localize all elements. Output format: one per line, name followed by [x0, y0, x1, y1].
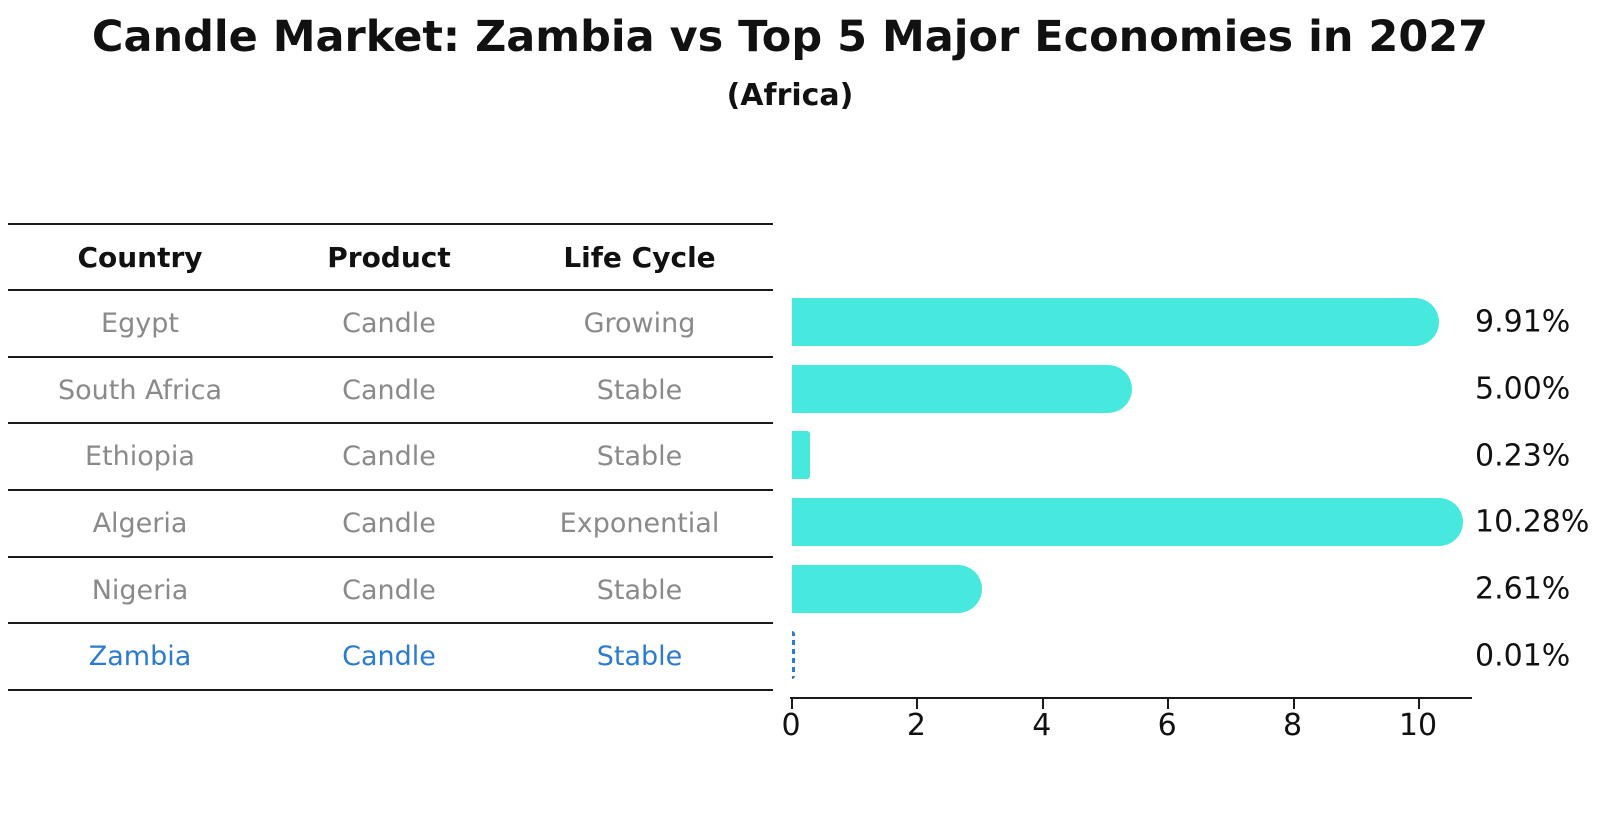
- bar: [792, 564, 982, 613]
- table-cell: Egypt: [101, 307, 179, 339]
- bar-value-label: 0.23%: [1475, 438, 1571, 474]
- x-axis-tick-label: 2: [906, 708, 926, 743]
- table-row: South Africa Candle Stable: [8, 358, 773, 425]
- highlighted-bar: [792, 631, 795, 680]
- table-cell: Stable: [596, 441, 683, 473]
- table-cell: Stable: [596, 374, 683, 406]
- table-cell: Nigeria: [91, 574, 189, 606]
- table-cell: Candle: [342, 307, 436, 339]
- x-axis-tick-label: 4: [1032, 708, 1052, 743]
- country-table: Country Product Life Cycle Egypt Candle Growi…: [8, 223, 773, 692]
- x-axis-tick-label: 6: [1157, 708, 1177, 743]
- x-axis-tick-mark: [916, 699, 919, 709]
- table-cell: Growing: [583, 307, 696, 339]
- table-row: Ethiopia Candle Stable: [8, 424, 773, 492]
- table-cell: Zambia: [88, 641, 192, 673]
- table-cell: South Africa: [57, 374, 223, 406]
- table-header-row: Country Product Life Cycle: [8, 223, 773, 291]
- bar-value-label: 0.01%: [1475, 638, 1571, 674]
- column-header: Country: [77, 240, 203, 274]
- table-cell: Candle: [342, 574, 436, 606]
- table-cell: Exponential: [559, 507, 720, 539]
- table-cell: Candle: [342, 374, 436, 406]
- table-row: Egypt Candle Growing: [8, 291, 773, 358]
- bar-value-label: 5.00%: [1475, 371, 1571, 407]
- x-axis-tick-label: 8: [1283, 708, 1303, 743]
- table-cell: Algeria: [92, 507, 188, 539]
- bar-row: [792, 622, 1473, 689]
- table-cell: Stable: [596, 574, 683, 606]
- table-row: Zambia Candle Stable: [8, 624, 773, 692]
- table-cell: Candle: [342, 507, 436, 539]
- column-header: Life Cycle: [563, 240, 716, 274]
- bar: [792, 497, 1463, 546]
- table-cell: Candle: [342, 441, 436, 473]
- table-row: Nigeria Candle Stable: [8, 558, 773, 625]
- bar-row: [792, 356, 1473, 423]
- bar-row: [792, 489, 1473, 556]
- table-row: Algeria Candle Exponential: [8, 491, 773, 558]
- table-cell: Candle: [342, 641, 436, 673]
- chart-subtitle: (Africa): [726, 78, 854, 113]
- x-axis-tick-mark: [1292, 699, 1295, 709]
- x-axis-tick-mark: [1041, 699, 1044, 709]
- x-axis-tick-mark: [1167, 699, 1170, 709]
- x-axis-tick-label: 0: [781, 708, 801, 743]
- x-axis-tick-mark: [791, 699, 793, 709]
- x-axis-line: [790, 697, 1472, 699]
- x-axis-tick-label: 10: [1398, 708, 1438, 743]
- bar: [792, 431, 811, 480]
- bar-row: [792, 289, 1473, 356]
- table-cell: Stable: [596, 641, 683, 673]
- bar-value-label: 9.91%: [1475, 304, 1571, 340]
- chart-title: Candle Market: Zambia vs Top 5 Major Eco…: [91, 12, 1489, 62]
- column-header: Product: [327, 240, 451, 274]
- x-axis-tick-mark: [1418, 699, 1420, 709]
- bar-row: [792, 422, 1473, 489]
- bar-value-label: 10.28%: [1475, 504, 1590, 540]
- table-cell: Ethiopia: [85, 441, 195, 473]
- bar: [792, 298, 1440, 346]
- bar-chart-plot-area: [792, 289, 1473, 689]
- bar: [792, 364, 1132, 413]
- bar-value-label: 2.61%: [1475, 571, 1571, 607]
- bar-row: [792, 556, 1473, 623]
